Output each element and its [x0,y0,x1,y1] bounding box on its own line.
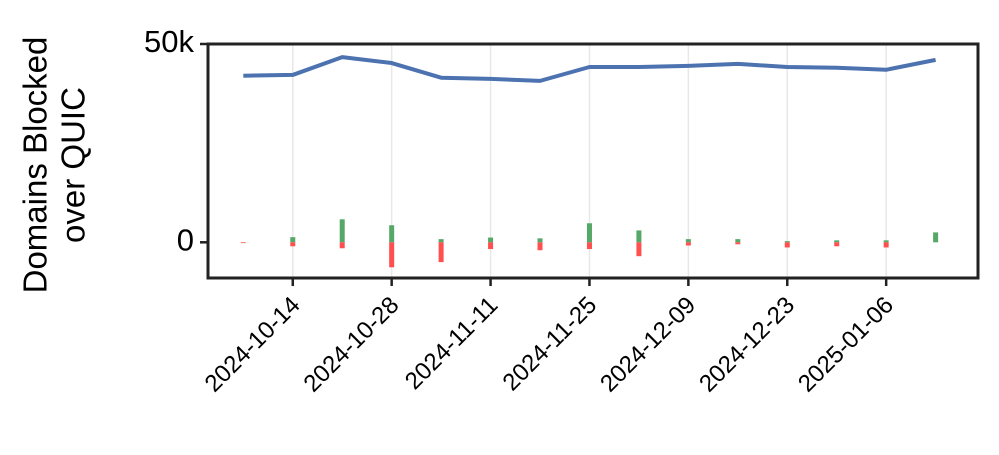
bar [636,242,641,256]
bar [241,242,246,243]
bar [389,242,394,267]
x-tick-label: 2024-11-11 [400,292,503,395]
bar [884,242,889,247]
x-tick-label: 2024-12-09 [595,292,701,398]
bar [538,242,543,250]
bar [834,240,839,242]
bar [340,242,345,248]
bar [389,225,394,242]
bar [686,239,691,242]
x-tick-label: 2025-01-06 [793,292,899,398]
bar [636,230,641,242]
bar [290,242,295,246]
bar [538,238,543,242]
bar [686,242,691,245]
plot-frame [208,44,978,278]
y-axis-label: over QUIC [55,87,92,243]
x-tick-label: 2024-12-23 [694,292,800,398]
x-tick-label: 2024-10-14 [200,292,306,398]
bar [587,223,592,242]
bar [488,238,493,243]
bar [735,242,740,244]
y-tick-label: 50k [144,24,194,59]
bar [785,241,790,242]
bar [933,232,938,242]
x-tick-label: 2024-10-28 [298,292,404,398]
bar [834,242,839,246]
bar [439,239,444,242]
x-tick-label: 2024-11-25 [498,292,603,397]
bar [488,242,493,249]
bar [785,242,790,247]
y-tick-label: 0 [177,222,194,257]
bar [735,239,740,242]
bar [587,242,592,249]
bar [290,237,295,242]
y-axis-label: Domains Blocked [17,37,54,294]
bar [884,240,889,242]
bar [439,242,444,262]
bar [340,219,345,242]
